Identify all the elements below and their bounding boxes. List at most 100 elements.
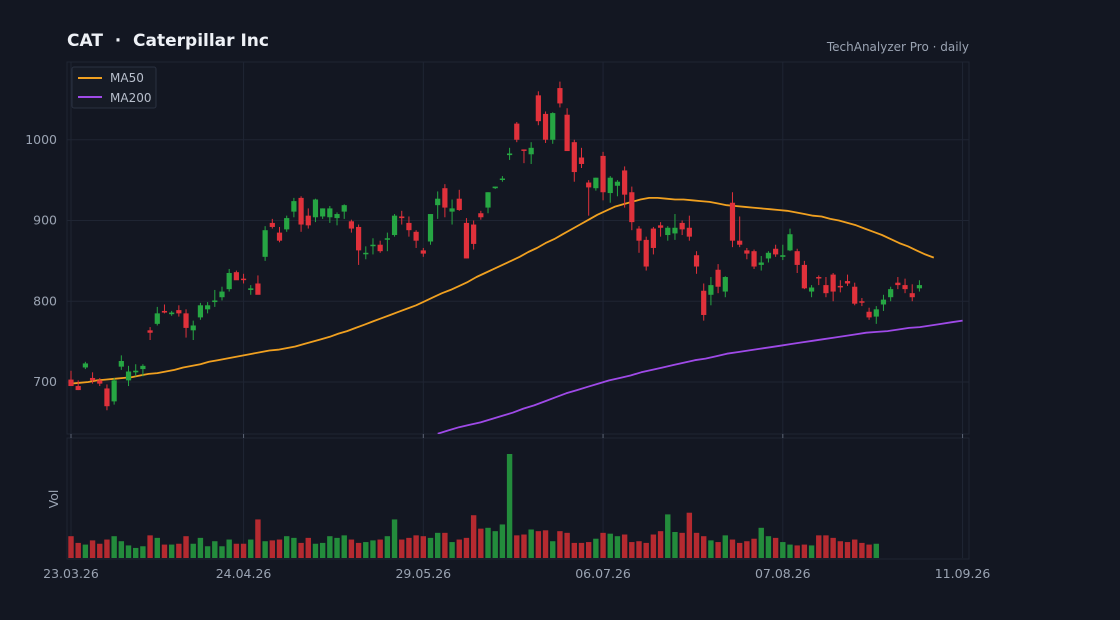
- candle: [248, 285, 254, 295]
- candle-body: [442, 188, 448, 208]
- moving-average-lines: [70, 197, 963, 434]
- volume-bar: [413, 535, 419, 558]
- candle: [499, 176, 505, 182]
- volume-bar: [535, 531, 542, 558]
- volume-bar: [140, 546, 146, 558]
- volume-bar: [801, 544, 808, 558]
- candle-body: [557, 88, 563, 104]
- candle-body: [808, 287, 815, 292]
- candle-body: [219, 291, 225, 298]
- volume-bar: [161, 544, 168, 558]
- volume-bar: [463, 537, 470, 558]
- volume-bar: [312, 543, 319, 558]
- candle-body: [729, 202, 736, 241]
- volume-bar: [363, 542, 369, 558]
- volume-axis-label: Vol: [46, 490, 61, 509]
- candle-body: [298, 197, 304, 225]
- candle-body: [787, 234, 793, 251]
- volume-bar: [607, 533, 613, 558]
- candle: [305, 208, 311, 229]
- candle-body: [320, 208, 326, 217]
- volume-bar: [585, 542, 592, 558]
- volume-bar: [679, 532, 685, 558]
- volume-bar: [391, 519, 398, 558]
- candles: [68, 81, 923, 411]
- candle: [729, 192, 736, 248]
- candle-body: [492, 186, 498, 189]
- volume-bar: [442, 532, 448, 558]
- candle-body: [600, 155, 606, 193]
- volume-bar: [248, 539, 254, 558]
- candle-body: [269, 222, 275, 227]
- y-tick-label: 700: [33, 374, 57, 389]
- candle-body: [420, 250, 426, 254]
- candle: [765, 251, 772, 263]
- candle: [413, 230, 419, 248]
- candle: [801, 260, 807, 290]
- volume-bar: [787, 544, 793, 558]
- candle: [665, 226, 671, 241]
- candle-body: [744, 250, 750, 254]
- candle-body: [499, 178, 505, 181]
- volume-bar: [614, 536, 621, 558]
- candle-body: [866, 311, 872, 318]
- volume-bar: [118, 541, 125, 558]
- volume-bar: [168, 544, 175, 558]
- candle: [262, 226, 268, 261]
- candle-body: [97, 380, 103, 384]
- volume-bar: [736, 542, 743, 558]
- candle-body: [262, 230, 268, 257]
- volume-bar: [197, 537, 204, 558]
- candle: [837, 280, 843, 293]
- volume-bar: [284, 536, 290, 558]
- volume-bar: [399, 539, 405, 558]
- candle: [471, 220, 477, 250]
- candle: [780, 244, 786, 261]
- candle: [456, 189, 462, 211]
- candle: [902, 278, 908, 294]
- candle: [629, 186, 635, 231]
- candle: [427, 214, 434, 245]
- volume-bar: [319, 542, 326, 558]
- candle: [657, 222, 664, 237]
- volume-bar: [485, 527, 491, 558]
- candle: [219, 286, 225, 301]
- volume-bar: [772, 537, 779, 558]
- candle: [535, 91, 541, 126]
- candle: [679, 220, 685, 236]
- volume-bar: [384, 536, 391, 558]
- candle: [226, 268, 232, 292]
- volume-bar: [578, 542, 585, 558]
- candle: [492, 186, 498, 190]
- volume-bar: [226, 539, 232, 558]
- volume-bar: [873, 543, 879, 558]
- candle-body: [550, 113, 556, 140]
- volume-bar: [808, 545, 815, 558]
- candle: [708, 277, 714, 306]
- volume-bar: [89, 540, 96, 558]
- volume-bar: [701, 536, 707, 558]
- candle: [240, 273, 247, 284]
- candle: [722, 276, 728, 298]
- volume-bar: [621, 534, 628, 558]
- candle: [183, 309, 189, 338]
- volume-panel-frame: [66, 437, 970, 560]
- candle-body: [916, 285, 923, 289]
- candle: [909, 284, 915, 302]
- candle: [773, 244, 779, 257]
- candle: [550, 112, 556, 144]
- candle-body: [356, 226, 362, 251]
- candle-body: [773, 248, 779, 255]
- candle-body: [485, 192, 491, 208]
- ma200-line: [437, 319, 963, 434]
- legend: MA50 MA200: [71, 66, 157, 109]
- candle: [844, 274, 851, 286]
- candle-body: [183, 313, 189, 328]
- candle-body: [377, 244, 383, 252]
- candle-body: [384, 238, 390, 240]
- candle: [586, 180, 592, 216]
- candle: [176, 305, 182, 317]
- candle-body: [463, 222, 470, 259]
- candle-body: [607, 177, 613, 194]
- volume-bar: [816, 535, 822, 558]
